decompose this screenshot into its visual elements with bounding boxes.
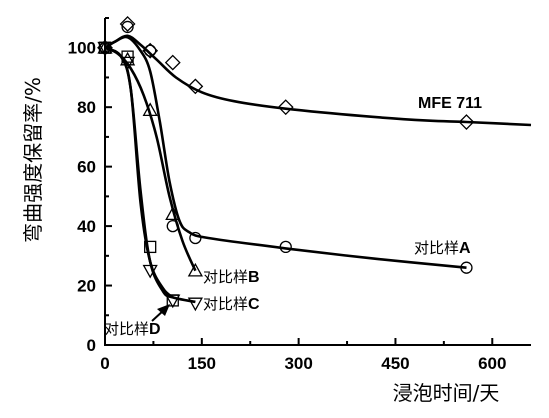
label-c: 对比样C bbox=[203, 295, 260, 313]
y-tick-label: 100 bbox=[68, 39, 96, 58]
marker-series-1 bbox=[121, 20, 134, 34]
y-tick-label: 60 bbox=[77, 158, 96, 177]
marker-series-4 bbox=[166, 294, 179, 307]
marker-series-0 bbox=[458, 114, 475, 130]
marker-series-1 bbox=[144, 44, 157, 57]
y-tick-label: 40 bbox=[77, 217, 96, 236]
marker-series-2 bbox=[187, 262, 203, 277]
marker-series-2 bbox=[119, 51, 136, 66]
label-b: 对比样B bbox=[203, 268, 260, 286]
label-a-prefix: 对比样 bbox=[414, 239, 459, 257]
marker-series-1 bbox=[166, 219, 179, 233]
marker-series-0 bbox=[277, 99, 294, 116]
marker-series-2 bbox=[142, 102, 158, 117]
marker-series-1 bbox=[189, 231, 202, 245]
marker-series-0 bbox=[119, 16, 136, 32]
marker-series-1 bbox=[460, 261, 473, 274]
marker-series-4 bbox=[98, 41, 112, 54]
x-tick-label: 300 bbox=[284, 354, 312, 373]
marker-series-0 bbox=[164, 54, 181, 71]
label-a-suffix: A bbox=[459, 240, 471, 257]
marker-series-0 bbox=[187, 78, 204, 95]
curve-series-0 bbox=[104, 34, 532, 127]
label-d-prefix: 对比样 bbox=[104, 320, 149, 338]
label-b-suffix: B bbox=[248, 269, 260, 286]
marker-series-4 bbox=[121, 50, 134, 63]
x-tick-label: 600 bbox=[478, 354, 506, 373]
y-tick-label: 80 bbox=[77, 98, 96, 117]
label-a: 对比样A bbox=[414, 239, 471, 257]
label-c-suffix: C bbox=[248, 296, 260, 313]
marker-series-1 bbox=[279, 240, 292, 254]
label-b-prefix: 对比样 bbox=[203, 268, 248, 286]
label-d: 对比样D bbox=[104, 320, 161, 338]
markers bbox=[97, 16, 475, 312]
label-d-arrow bbox=[151, 304, 170, 322]
x-axis-title: 浸泡时间/天 bbox=[393, 381, 500, 405]
marker-series-3 bbox=[142, 264, 158, 279]
y-tick-label: 0 bbox=[87, 336, 96, 355]
marker-series-3 bbox=[187, 297, 203, 312]
y-tick-label: 20 bbox=[77, 277, 96, 296]
series-labels: MFE 711 对比样A 对比样B 对比样C 对比样D bbox=[104, 95, 482, 338]
y-axis-title: 弯曲强度保留率/% bbox=[21, 77, 45, 243]
axes: 0 150 300 450 600 0 20 40 60 80 100 浸泡时间/天 弯曲强度保留率/% bbox=[21, 17, 531, 405]
marker-series-2 bbox=[165, 206, 181, 221]
marker-series-4 bbox=[144, 240, 157, 254]
label-mfe711: MFE 711 bbox=[418, 95, 482, 112]
marker-series-3 bbox=[119, 56, 136, 71]
curve-series-1 bbox=[104, 35, 467, 269]
x-tick-label: 150 bbox=[188, 354, 216, 373]
label-d-suffix: D bbox=[149, 321, 161, 338]
x-tick-label: 450 bbox=[381, 354, 409, 373]
curve-series-4 bbox=[104, 46, 174, 299]
label-c-prefix: 对比样 bbox=[203, 295, 248, 313]
x-tick-label: 0 bbox=[100, 354, 109, 373]
